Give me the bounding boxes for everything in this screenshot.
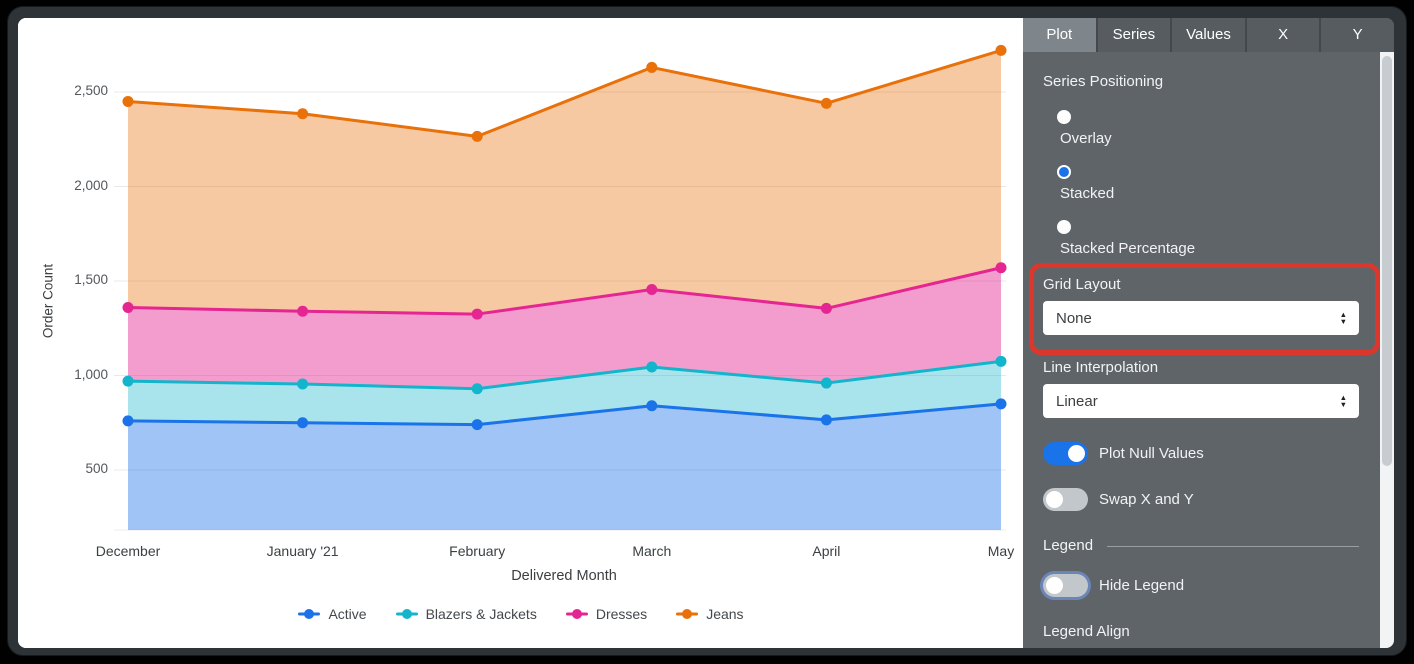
x-tick-label: April [812, 543, 841, 559]
legend-align-label: Legend Align [1043, 623, 1130, 640]
y-tick-label: 500 [85, 461, 108, 476]
legend-marker-icon [676, 609, 699, 619]
radio-label-stacked: Stacked [1060, 185, 1115, 202]
hide-legend-toggle-row[interactable]: Hide Legend [1043, 574, 1359, 597]
panel-body: Series Positioning Overlay Stacked Stack… [1023, 52, 1380, 648]
updown-arrows-icon: ▲ ▼ [1339, 309, 1347, 326]
window-content: 500 1,000 1,500 2,000 2,500 December January … [18, 18, 1394, 648]
panel-tabs: Plot Series Values X Y [1023, 18, 1394, 52]
section-divider [1107, 545, 1359, 547]
tab-x[interactable]: X [1246, 18, 1320, 52]
scrollbar-thumb[interactable] [1382, 56, 1392, 466]
legend-marker-icon [565, 609, 588, 619]
y-tick-label: 2,500 [74, 83, 108, 98]
updown-arrows-icon: ▲ ▼ [1339, 392, 1347, 409]
legend-item-label: Dresses [595, 606, 648, 622]
app-window: 500 1,000 1,500 2,000 2,500 December January … [7, 6, 1407, 656]
tab-plot[interactable]: Plot [1023, 18, 1096, 52]
radio-option-stacked[interactable]: Stacked [1057, 165, 1359, 204]
y-tick-label: 1,500 [74, 272, 108, 287]
radio-circle-stacked-percentage[interactable] [1057, 220, 1071, 234]
legend-marker-icon [395, 609, 418, 619]
tab-y[interactable]: Y [1321, 18, 1394, 52]
grid-layout-field: Grid Layout None ▲ ▼ [1029, 263, 1380, 355]
radio-circle-stacked[interactable] [1057, 165, 1071, 179]
tab-values[interactable]: Values [1172, 18, 1245, 52]
legend-marker-icon [298, 609, 321, 619]
hide-legend-toggle[interactable] [1043, 574, 1088, 597]
legend-item[interactable]: Dresses [565, 606, 647, 622]
tab-series[interactable]: Series [1097, 18, 1171, 52]
x-tick-label: February [449, 543, 506, 559]
settings-panel: Plot Series Values X Y Series Positionin… [1023, 18, 1394, 648]
legend-item[interactable]: Jeans [675, 606, 744, 622]
plot-null-values-toggle[interactable] [1043, 442, 1088, 465]
toggle-knob [1068, 445, 1085, 462]
legend-section-header: Legend [1043, 536, 1359, 556]
line-interpolation-field: Line Interpolation Linear ▲ ▼ [1043, 358, 1359, 418]
line-interpolation-label: Line Interpolation [1043, 359, 1159, 376]
legend-item-label: Blazers & Jackets [425, 606, 537, 622]
legend-item[interactable]: Blazers & Jackets [395, 606, 537, 622]
radio-option-stacked-percentage[interactable]: Stacked Percentage [1057, 220, 1359, 259]
legend-item[interactable]: Active [297, 606, 367, 622]
y-tick-label: 1,000 [74, 366, 108, 382]
swap-x-y-toggle[interactable] [1043, 488, 1088, 511]
panel-scrollbar[interactable] [1380, 52, 1394, 648]
y-tick-label: 2,000 [74, 177, 108, 193]
radio-option-overlay[interactable]: Overlay [1057, 110, 1359, 149]
grid-layout-label: Grid Layout [1043, 276, 1121, 293]
line-interpolation-value: Linear [1056, 392, 1098, 410]
chart-area: 500 1,000 1,500 2,000 2,500 December January … [18, 18, 1023, 648]
legend-section-title: Legend [1043, 537, 1094, 554]
y-axis-title: Order Count [40, 263, 56, 339]
toggle-knob [1046, 577, 1063, 594]
x-tick-label: May [987, 543, 1015, 559]
legend-item-label: Active [328, 606, 367, 622]
legend-item-label: Jeans [706, 606, 744, 622]
x-tick-label: January '21 [266, 543, 339, 559]
grid-layout-value: None [1056, 309, 1092, 327]
hide-legend-label: Hide Legend [1099, 577, 1185, 594]
x-axis-title: Delivered Month [511, 568, 617, 584]
series-positioning-label: Series Positioning [1043, 73, 1164, 90]
line-interpolation-select[interactable]: Linear ▲ ▼ [1043, 384, 1359, 418]
x-tick-label: December [95, 543, 161, 559]
radio-label-stacked-percentage: Stacked Percentage [1060, 240, 1196, 257]
radio-circle-overlay[interactable] [1057, 110, 1071, 124]
radio-label-overlay: Overlay [1060, 130, 1112, 147]
grid-layout-select[interactable]: None ▲ ▼ [1043, 301, 1359, 335]
x-tick-label: March [632, 543, 672, 559]
plot-null-values-toggle-row[interactable]: Plot Null Values [1043, 442, 1359, 465]
swap-x-y-label: Swap X and Y [1099, 491, 1194, 508]
stacked-area-chart[interactable] [18, 18, 1023, 648]
chart-legend: Active Blazers & Jackets Dresses Jeans [18, 606, 1023, 622]
toggle-knob [1046, 491, 1063, 508]
plot-null-values-label: Plot Null Values [1099, 445, 1204, 462]
swap-x-y-toggle-row[interactable]: Swap X and Y [1043, 488, 1359, 511]
